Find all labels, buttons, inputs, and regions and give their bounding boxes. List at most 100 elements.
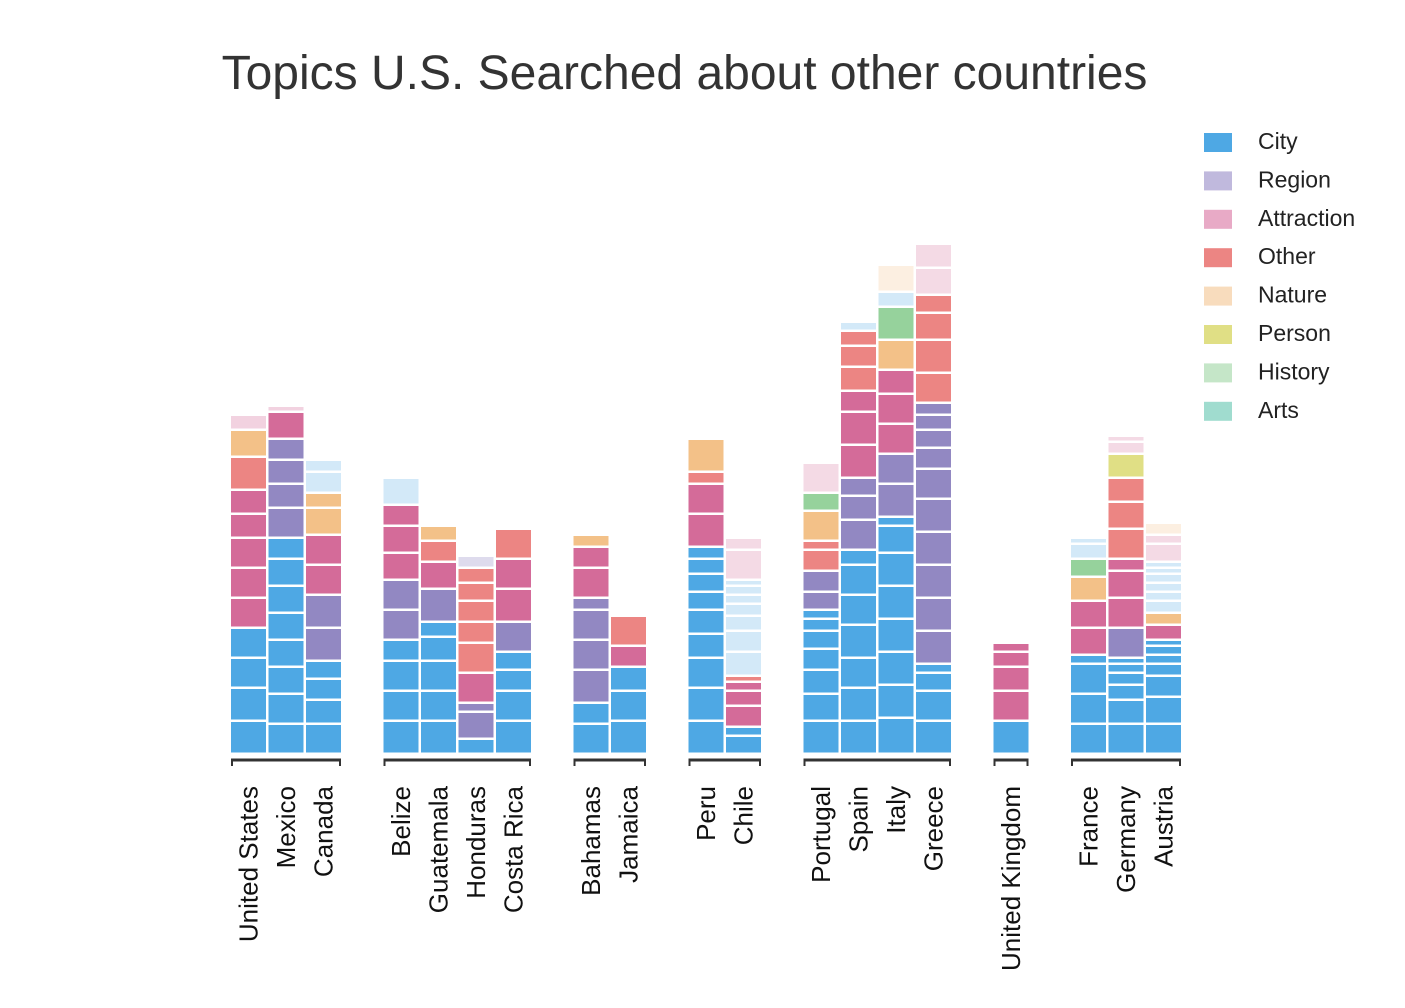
bar-segment-united-states-city-0	[231, 722, 266, 753]
tick-label-mexico: Mexico	[271, 786, 301, 868]
tick-label-bahamas: Bahamas	[576, 786, 606, 896]
bar-segment-germany-region-6	[1108, 629, 1144, 657]
bar-segment-austria-city-12	[1146, 575, 1181, 582]
bar-segment-guatemala-city-0	[421, 722, 456, 753]
bar-segment-guatemala-other-7	[421, 542, 456, 561]
bar-segment-peru-city-7	[688, 560, 724, 573]
bar-segment-costa-rica-region-4	[496, 623, 531, 651]
bar-segment-mexico-region-10	[268, 461, 304, 483]
bar-segment-united-kingdom-attraction-1	[993, 692, 1029, 720]
legend-swatch-arts	[1204, 401, 1232, 421]
bar-segment-costa-rica-attraction-5	[496, 590, 531, 621]
bar-segment-united-states-attraction-6	[231, 539, 266, 567]
bar-segment-peru-city-1	[688, 689, 724, 720]
bar-segment-chile-attraction-14	[726, 539, 761, 549]
bar-segment-portugal-city-1	[803, 695, 839, 720]
bar-segment-italy-region-9	[878, 455, 914, 483]
legend-swatch-nature	[1204, 286, 1232, 306]
bar-segment-belize-city-9	[383, 479, 419, 504]
bar-segment-italy-region-8	[878, 485, 914, 516]
bar-segment-portugal-region-8	[803, 572, 839, 591]
bar-segment-italy-city-0	[878, 719, 914, 753]
bar-segment-bahamas-region-2	[573, 671, 609, 702]
legend-label-region: Region	[1258, 166, 1331, 192]
bar-segment-austria-city-13	[1146, 569, 1181, 573]
bar-segment-spain-city-2	[841, 659, 876, 687]
legend-swatch-history	[1204, 363, 1232, 383]
bar-segment-greece-attraction-18	[916, 269, 951, 294]
bar-segment-germany-other-11	[1108, 503, 1144, 528]
bar-segment-bahamas-region-4	[573, 611, 609, 639]
bar-segment-austria-city-0	[1146, 725, 1181, 753]
tick-label-austria: Austria	[1149, 785, 1179, 866]
bar-segment-portugal-city-6	[803, 611, 839, 618]
bar-segment-peru-attraction-10	[688, 485, 724, 513]
bar-segment-united-states-city-3	[231, 629, 266, 657]
bar-segment-germany-attraction-9	[1108, 560, 1144, 570]
bar-segment-jamaica-city-0	[611, 722, 646, 753]
bar-segment-peru-city-2	[688, 659, 724, 687]
bar-segment-honduras-region-2	[458, 704, 494, 711]
legend-swatch-other	[1204, 248, 1232, 268]
bar-segment-germany-city-2	[1108, 686, 1144, 699]
bar-segment-italy-city-15	[878, 293, 914, 306]
bar-segment-canada-region-4	[306, 629, 341, 660]
bar-segment-france-city-2	[1071, 665, 1106, 693]
bar-segment-peru-attraction-9	[688, 515, 724, 546]
tick-label-jamaica: Jamaica	[614, 785, 644, 882]
bar-segment-portugal-attraction-13	[803, 464, 839, 492]
bar-segment-spain-attraction-10	[841, 446, 876, 477]
bar-segment-italy-city-2	[878, 653, 914, 684]
bar-segment-costa-rica-attraction-6	[496, 560, 531, 588]
bar-segment-germany-attraction-15	[1108, 437, 1144, 441]
bar-segment-mexico-city-0	[268, 725, 304, 753]
bar-segment-costa-rica-city-0	[496, 722, 531, 753]
bar-segment-spain-attraction-11	[841, 413, 876, 444]
bar-segment-germany-attraction-14	[1108, 443, 1144, 453]
bar-segment-guatemala-city-3	[421, 638, 456, 660]
bar-segment-greece-region-7	[916, 533, 951, 564]
legend-label-person: Person	[1258, 320, 1331, 346]
bar-segment-guatemala-city-4	[421, 623, 456, 636]
bar-segment-austria-nature-8	[1146, 614, 1181, 624]
bar-segment-honduras-other-4	[458, 644, 494, 672]
bar-segment-italy-attraction-10	[878, 425, 914, 453]
bar-segment-mexico-attraction-12	[268, 413, 304, 438]
bar-segment-germany-city-0	[1108, 725, 1144, 753]
bar-segment-greece-region-10	[916, 449, 951, 468]
bar-segment-greece-region-12	[916, 416, 951, 429]
bar-segment-bahamas-region-5	[573, 599, 609, 609]
tick-label-spain: Spain	[844, 786, 874, 853]
bar-segment-austria-city-2	[1146, 677, 1181, 696]
tick-label-belize: Belize	[386, 786, 416, 857]
bar-segment-bahamas-attraction-6	[573, 569, 609, 597]
bar-segment-canada-city-0	[306, 725, 341, 753]
bar-segment-belize-region-5	[383, 581, 419, 609]
bar-segment-portugal-history-12	[803, 494, 839, 510]
bar-segment-italy-city-1	[878, 686, 914, 717]
legend-label-nature: Nature	[1258, 282, 1327, 308]
bar-segment-canada-attraction-6	[306, 566, 341, 594]
bar-segment-france-nature-6	[1071, 578, 1106, 600]
bar-segment-spain-city-6	[841, 551, 876, 564]
bar-segment-canada-attraction-7	[306, 536, 341, 564]
bar-segment-greece-city-3	[916, 665, 951, 672]
bar-segment-costa-rica-city-3	[496, 653, 531, 669]
bar-segment-chile-city-12	[726, 581, 761, 585]
bar-segment-greece-region-8	[916, 500, 951, 531]
bar-segment-chile-city-9	[726, 605, 761, 615]
legend-label-other: Other	[1258, 243, 1316, 269]
bar-segment-bahamas-city-0	[573, 725, 609, 753]
bar-segment-portugal-other-9	[803, 551, 839, 570]
bar-segment-belize-attraction-7	[383, 527, 419, 552]
bar-segment-italy-history-14	[878, 308, 914, 339]
bar-segment-chile-city-0	[726, 737, 761, 753]
bar-segment-italy-attraction-11	[878, 395, 914, 423]
bar-segment-mexico-region-8	[268, 509, 304, 537]
bar-segment-mexico-city-3	[268, 641, 304, 666]
bar-segment-spain-city-3	[841, 626, 876, 657]
bar-segment-france-city-9	[1071, 539, 1106, 543]
x-axis: United States Mexico Canada Belize Guatemala…	[231, 758, 1181, 971]
legend-swatch-region	[1204, 171, 1232, 191]
